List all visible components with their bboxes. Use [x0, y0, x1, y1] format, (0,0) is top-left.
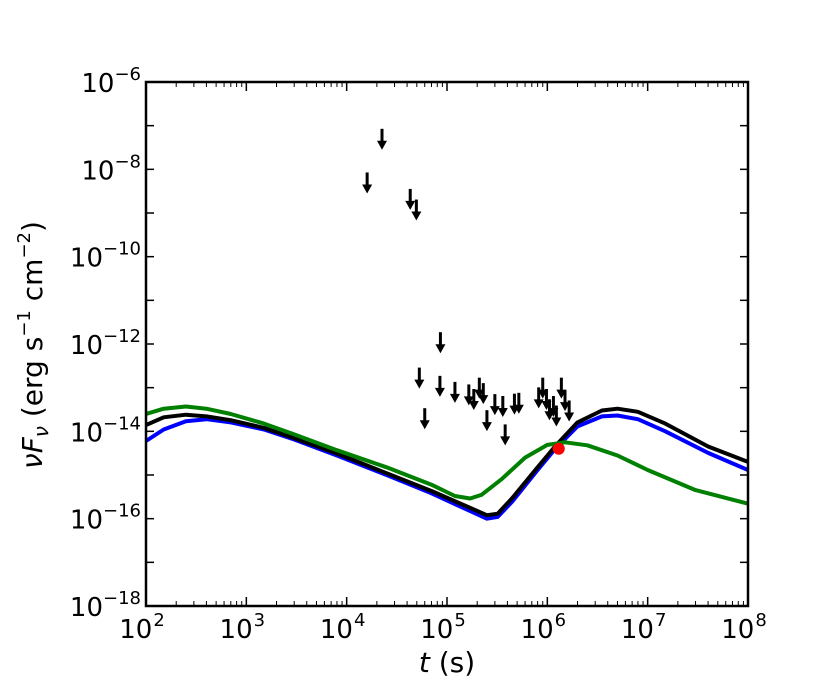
upper-limit-arrow	[405, 188, 416, 210]
x-tick-label: 105	[420, 610, 466, 645]
x-tick-label: 102	[119, 610, 165, 645]
y-tick-label: 10−10	[70, 239, 141, 274]
x-tick-label: 103	[220, 610, 266, 645]
detection-layer	[552, 442, 565, 455]
upper-limits-layer	[362, 128, 575, 446]
upper-limit-arrow	[468, 389, 479, 411]
upper-limit-arrow	[513, 392, 524, 414]
upper-limit-arrow	[435, 332, 446, 354]
upper-limit-arrow	[551, 405, 562, 427]
upper-limit-arrow	[489, 394, 500, 416]
axis-ticks	[145, 81, 749, 607]
upper-limit-arrow	[500, 424, 511, 446]
x-tick-label: 107	[621, 610, 667, 645]
upper-limit-arrow	[434, 375, 445, 397]
upper-limit-arrow	[560, 390, 571, 412]
y-tick-label: 10−6	[81, 64, 141, 99]
upper-limit-arrow	[414, 367, 425, 389]
model-curve-3	[146, 404, 748, 506]
model-curve-2	[146, 406, 748, 518]
y-tick-label: 10−16	[70, 501, 141, 536]
detection-point	[552, 442, 565, 455]
upper-limit-arrow	[564, 400, 575, 422]
upper-limit-arrow	[362, 172, 373, 194]
x-axis-label: t (s)	[419, 646, 475, 679]
series-layer	[146, 404, 748, 521]
upper-limit-arrow	[411, 199, 422, 221]
upper-limit-arrow	[481, 410, 492, 432]
model-curve-1	[146, 413, 748, 521]
y-axis-label: νFν (erg s−1 cm−2)	[14, 221, 53, 469]
plot-frame	[144, 80, 750, 608]
x-tick-label: 106	[521, 610, 567, 645]
y-tick-label: 10−14	[70, 413, 141, 448]
y-tick-label: 10−8	[81, 151, 141, 186]
x-tick-label: 108	[721, 610, 767, 645]
y-tick-label: 10−18	[70, 588, 141, 623]
upper-limit-arrow	[478, 383, 489, 405]
x-tick-label: 104	[320, 610, 366, 645]
axis-tick-labels: 102 103 104 105 106 107 108 10−6 10−8 10−10 10−12 1…	[70, 64, 767, 645]
upper-limit-arrow	[377, 128, 388, 150]
upper-limit-arrow	[449, 381, 460, 403]
upper-limit-arrow	[419, 408, 430, 430]
y-tick-label: 10−12	[70, 326, 141, 361]
upper-limit-arrow	[463, 384, 474, 406]
upper-limit-arrow	[497, 396, 508, 418]
